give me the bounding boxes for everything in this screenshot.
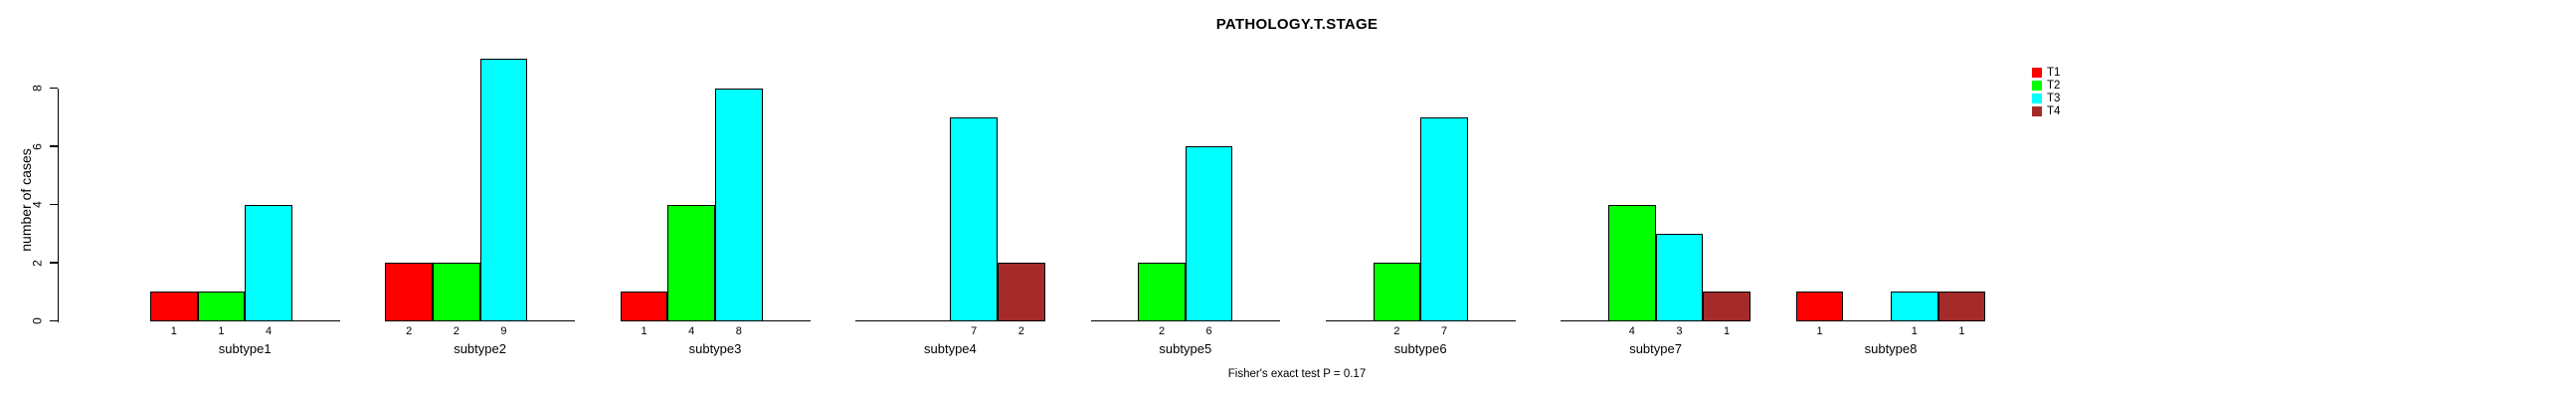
category-label-subtype1: subtype1 — [218, 341, 272, 356]
legend-swatch-T1 — [2032, 68, 2042, 78]
y-axis-line — [57, 88, 59, 322]
zero-bar-line — [291, 319, 340, 322]
bar-value-label: 1 — [1958, 325, 1965, 337]
bar-value-label: 1 — [218, 325, 225, 337]
bar-subtype6-T3 — [1420, 116, 1468, 322]
bar-value-label: 3 — [1676, 325, 1683, 337]
zero-bar-line — [1843, 319, 1892, 322]
bar-value-label: 7 — [971, 325, 978, 337]
bar-subtype8-T3 — [1891, 292, 1938, 322]
zero-bar-line — [902, 319, 951, 322]
bar-value-label: 7 — [1440, 325, 1448, 337]
category-label-subtype8: subtype8 — [1864, 341, 1918, 356]
legend-label-T3: T3 — [2047, 93, 2061, 104]
y-tick-label: 6 — [30, 142, 44, 150]
bar-subtype1-T1 — [150, 292, 198, 322]
category-label-subtype6: subtype6 — [1393, 341, 1447, 356]
bar-subtype3-T3 — [715, 88, 763, 322]
y-tick-label: 0 — [30, 317, 44, 324]
category-label-subtype3: subtype3 — [688, 341, 742, 356]
zero-bar-line — [1326, 319, 1375, 322]
bar-value-label: 4 — [1628, 325, 1635, 337]
bar-value-label: 1 — [641, 325, 647, 337]
bar-value-label: 2 — [453, 325, 460, 337]
bar-value-label: 2 — [1017, 325, 1024, 337]
y-tick-label: 2 — [30, 259, 44, 267]
bar-value-label: 9 — [500, 325, 507, 337]
bar-subtype4-T4 — [998, 263, 1045, 322]
bar-subtype1-T2 — [197, 292, 246, 322]
zero-bar-line — [1467, 319, 1516, 322]
y-tick — [49, 262, 58, 264]
category-label-subtype5: subtype5 — [1159, 341, 1212, 356]
bar-value-label: 4 — [265, 325, 273, 337]
bar-value-label: 1 — [170, 325, 177, 337]
zero-bar-line — [1561, 319, 1609, 322]
zero-bar-line — [1232, 319, 1281, 322]
bar-value-label: 8 — [735, 325, 742, 337]
bar-value-label: 4 — [688, 325, 695, 337]
footnote: Fisher's exact test P = 0.17 — [1227, 368, 1367, 380]
zero-bar-line — [762, 319, 811, 322]
zero-bar-line — [527, 319, 576, 322]
bar-value-label: 1 — [1723, 325, 1731, 337]
bar-subtype2-T2 — [433, 263, 480, 322]
bar-subtype5-T3 — [1185, 146, 1233, 322]
y-tick — [49, 319, 58, 322]
chart-title: PATHOLOGY.T.STAGE — [1215, 16, 1379, 33]
bar-value-label: 6 — [1205, 325, 1212, 337]
category-label-subtype2: subtype2 — [454, 341, 506, 356]
zero-bar-line — [855, 319, 904, 322]
bar-subtype7-T3 — [1655, 233, 1704, 322]
zero-bar-line — [1090, 319, 1139, 322]
bar-subtype2-T3 — [479, 59, 528, 322]
bar-subtype8-T4 — [1937, 292, 1986, 322]
bar-value-label: 1 — [1816, 325, 1823, 337]
bar-value-label: 2 — [406, 325, 413, 337]
bar-subtype6-T2 — [1373, 263, 1421, 322]
bar-subtype3-T2 — [667, 204, 715, 322]
bar-subtype8-T1 — [1795, 292, 1844, 322]
category-label-subtype7: subtype7 — [1629, 341, 1682, 356]
legend-label-T1: T1 — [2047, 67, 2061, 79]
legend-swatch-T4 — [2032, 106, 2042, 116]
bar-value-label: 1 — [1911, 325, 1918, 337]
bar-subtype2-T1 — [385, 263, 433, 322]
bar-value-label: 2 — [1158, 325, 1166, 337]
y-tick — [49, 203, 58, 206]
legend-label-T2: T2 — [2047, 80, 2061, 92]
category-label-subtype4: subtype4 — [924, 341, 977, 356]
y-tick — [49, 87, 58, 90]
bar-subtype5-T2 — [1138, 263, 1186, 322]
bar-subtype1-T3 — [245, 204, 292, 322]
y-tick-label: 8 — [30, 85, 44, 92]
legend-swatch-T3 — [2032, 94, 2042, 103]
bar-subtype3-T1 — [620, 292, 668, 322]
bar-subtype4-T3 — [950, 116, 998, 322]
bar-value-label: 2 — [1393, 325, 1400, 337]
y-tick-label: 4 — [30, 201, 44, 208]
legend-label-T4: T4 — [2047, 105, 2061, 117]
bar-subtype7-T2 — [1608, 204, 1656, 322]
legend-swatch-T2 — [2032, 81, 2042, 91]
bar-subtype7-T4 — [1703, 292, 1750, 322]
y-tick — [49, 145, 58, 147]
